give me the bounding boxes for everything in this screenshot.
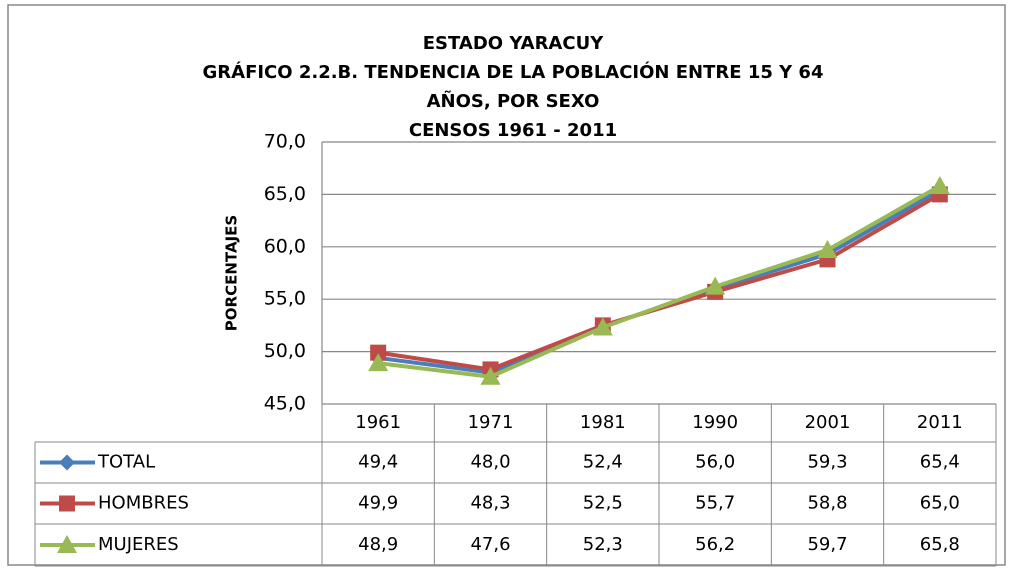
table-value: 47,6 [470, 534, 510, 555]
y-tick-label: 50,0 [264, 340, 306, 362]
marker [480, 366, 501, 385]
y-tick-label: 65,0 [264, 183, 306, 205]
legend-marker [59, 495, 75, 512]
series-line [377, 184, 941, 379]
chart-border [7, 4, 1006, 566]
y-tick-label: 45,0 [264, 393, 306, 415]
legend-marker [59, 454, 75, 471]
x-tick-label: 1981 [580, 412, 626, 433]
y-tick-label: 55,0 [264, 288, 306, 310]
table-value: 49,9 [358, 493, 398, 514]
x-tick-label: 1990 [692, 412, 738, 433]
table-value: 52,5 [583, 493, 623, 514]
y-tick-label: 60,0 [264, 235, 306, 257]
y-axis-label: PORCENTAJES [223, 215, 241, 331]
x-tick-label: 1961 [355, 412, 401, 433]
table-value: 48,0 [470, 452, 510, 473]
marker [370, 344, 387, 361]
table-value: 59,3 [807, 452, 847, 473]
table-value: 48,9 [358, 534, 398, 555]
marker [368, 353, 389, 372]
table-value: 56,2 [695, 534, 735, 555]
marker [817, 239, 838, 258]
chart-title: AÑOS, POR SEXO [427, 89, 600, 112]
chart-title: ESTADO YARACUY [423, 33, 604, 54]
x-tick-label: 2011 [917, 412, 963, 433]
table-value: 48,3 [470, 493, 510, 514]
marker [929, 176, 950, 195]
table-value: 58,8 [807, 493, 847, 514]
legend-marker [57, 535, 77, 553]
chart-title: GRÁFICO 2.2.B. TENDENCIA DE LA POBLACIÓN… [203, 61, 824, 83]
legend-label: TOTAL [97, 452, 155, 473]
marker [592, 317, 613, 336]
table-value: 52,4 [583, 452, 623, 473]
x-tick-label: 2001 [805, 412, 851, 433]
table-value: 65,8 [920, 534, 960, 555]
table-value: 52,3 [583, 534, 623, 555]
y-tick-label: 70,0 [264, 131, 306, 153]
table-value: 59,7 [807, 534, 847, 555]
table-value: 65,4 [920, 452, 960, 473]
chart-title: CENSOS 1961 - 2011 [409, 120, 617, 141]
table-value: 55,7 [695, 493, 735, 514]
table-value: 65,0 [920, 493, 960, 514]
legend-label: HOMBRES [98, 493, 189, 514]
table-value: 49,4 [358, 452, 398, 473]
table-value: 56,0 [695, 452, 735, 473]
legend-label: MUJERES [98, 534, 179, 555]
marker [705, 276, 726, 295]
x-tick-label: 1971 [468, 412, 514, 433]
